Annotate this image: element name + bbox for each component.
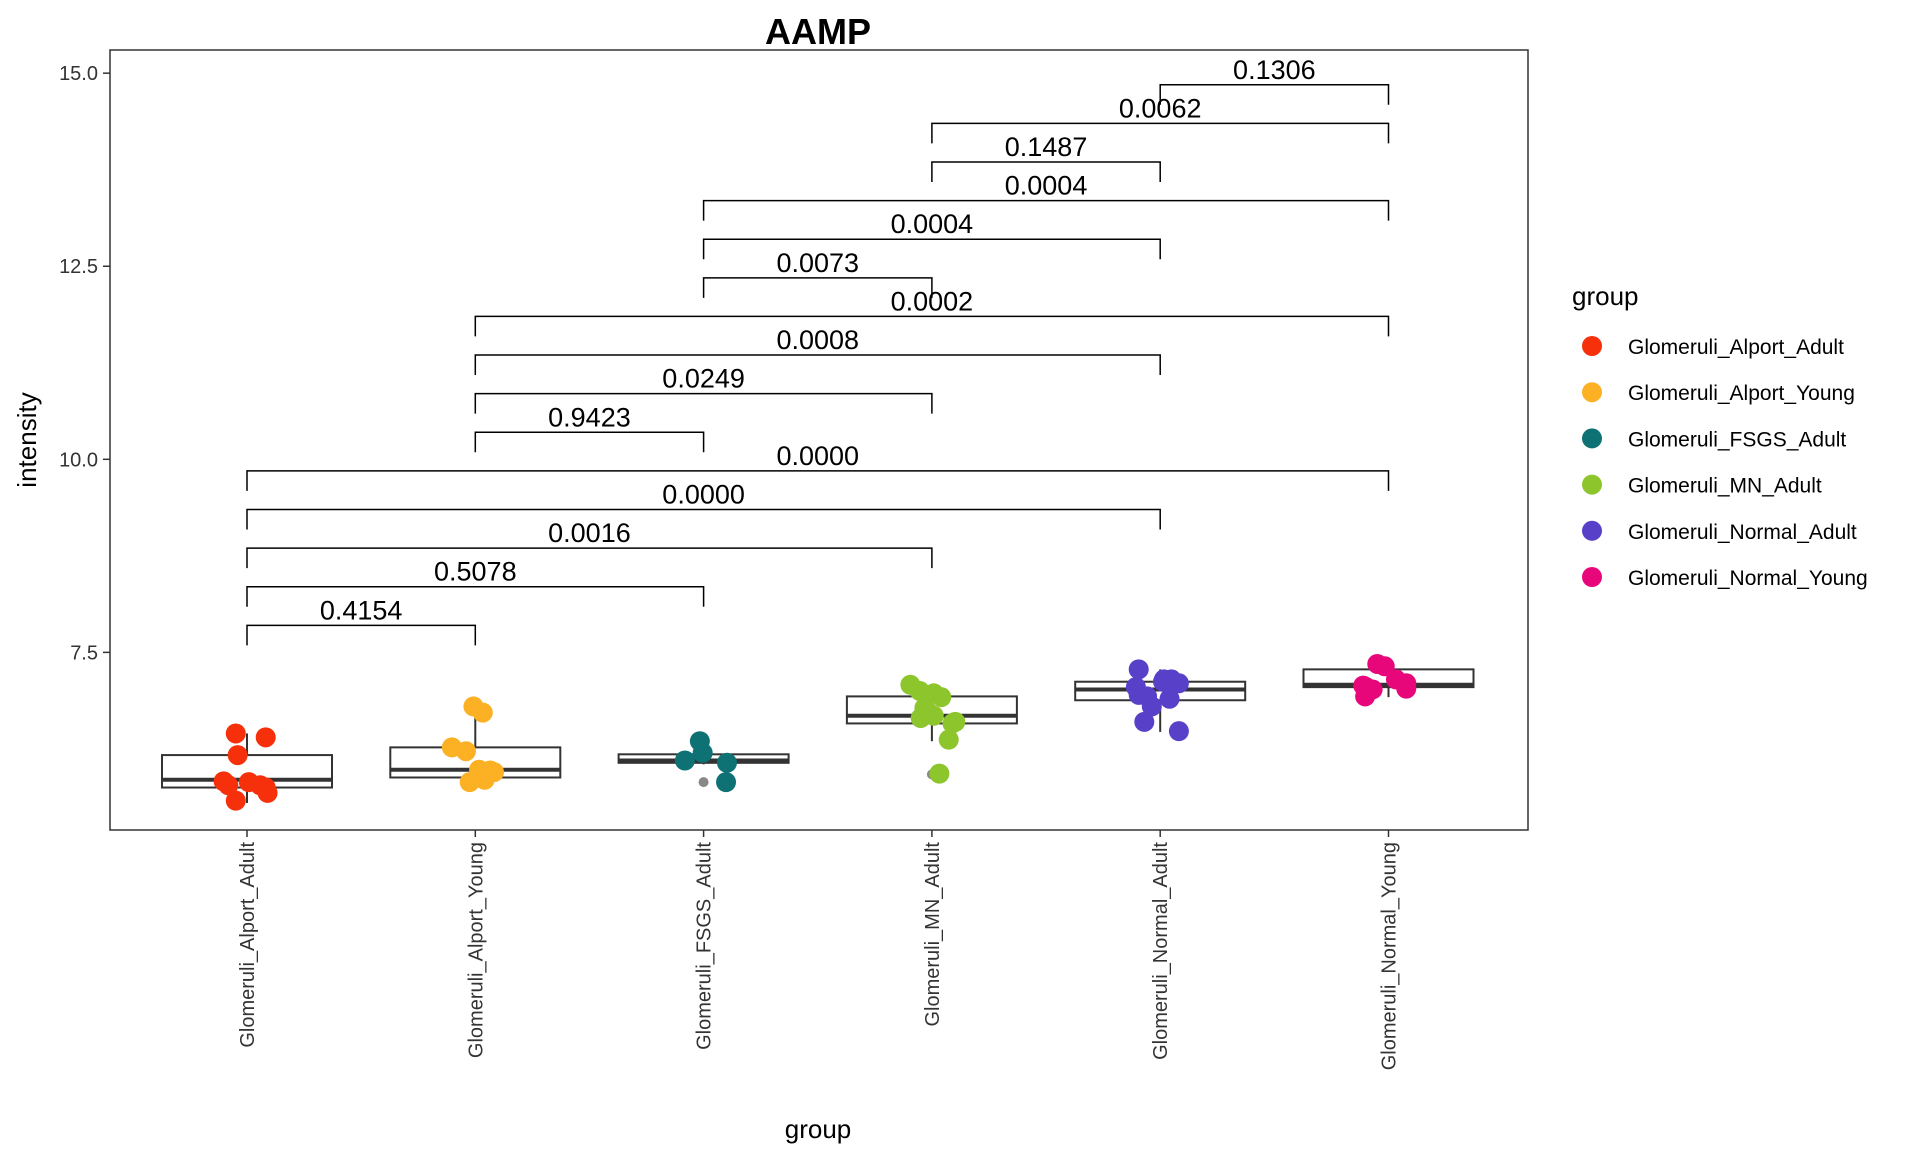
comparison-bracket bbox=[1159, 84, 1390, 105]
p-value-label: 0.0008 bbox=[776, 325, 859, 355]
legend-label: Glomeruli_Alport_Young bbox=[1628, 382, 1855, 405]
legend-key bbox=[1582, 520, 1602, 541]
data-point bbox=[1141, 696, 1162, 717]
y-tick-label: 7.5 bbox=[70, 642, 98, 664]
legend-key bbox=[1582, 567, 1602, 587]
p-value-label: 0.0004 bbox=[891, 209, 974, 239]
data-point bbox=[942, 713, 963, 734]
chart-title: AAMP bbox=[765, 11, 871, 52]
data-point bbox=[1168, 721, 1189, 742]
p-value-label: 0.0000 bbox=[662, 480, 745, 510]
data-point bbox=[218, 775, 239, 796]
comparison-bracket bbox=[246, 470, 1390, 491]
data-point bbox=[674, 750, 695, 771]
legend-label: Glomeruli_FSGS_Adult bbox=[1628, 428, 1846, 451]
comparison-bracket bbox=[474, 392, 933, 414]
data-point bbox=[225, 723, 246, 744]
legend-key bbox=[1582, 474, 1602, 495]
x-tick-label: Glomeruli_MN_Adult bbox=[922, 842, 944, 1027]
data-point bbox=[1134, 711, 1155, 732]
data-point bbox=[1159, 688, 1180, 709]
p-value-label: 0.9423 bbox=[548, 402, 631, 432]
data-point bbox=[227, 745, 248, 766]
data-point bbox=[474, 769, 495, 790]
comparison-bracket bbox=[931, 122, 1390, 144]
x-axis-title: group bbox=[785, 1114, 852, 1144]
legend-key bbox=[1582, 382, 1602, 403]
data-point bbox=[1128, 659, 1149, 680]
comparison-bracket bbox=[474, 431, 705, 453]
data-point bbox=[459, 772, 480, 793]
p-value-label: 0.1306 bbox=[1233, 55, 1316, 85]
x-tick-label: Glomeruli_Alport_Young bbox=[465, 842, 487, 1058]
comparison-bracket bbox=[246, 624, 477, 646]
comparison-bracket bbox=[246, 547, 933, 569]
data-point bbox=[1168, 673, 1189, 694]
data-point bbox=[910, 708, 931, 729]
y-axis: 7.5 10.0 12.5 15.0 bbox=[59, 63, 110, 664]
legend-key bbox=[1582, 428, 1602, 449]
data-point bbox=[716, 772, 737, 793]
y-tick-label: 12.5 bbox=[59, 256, 98, 278]
comparison-bracket bbox=[474, 354, 1161, 376]
comparison-bracket bbox=[931, 161, 1161, 182]
data-point bbox=[1153, 671, 1174, 692]
x-tick-label: Glomeruli_Alport_Adult bbox=[237, 842, 259, 1048]
data-point bbox=[1374, 656, 1395, 677]
data-point bbox=[255, 727, 276, 748]
p-value-label: 0.0249 bbox=[662, 364, 745, 394]
box-outlier bbox=[698, 777, 709, 788]
comparison-brackets: 0.4154 0.5078 0.0016 0.0000 0.0000 0.9423 0.02… bbox=[246, 55, 1390, 646]
legend-label: Glomeruli_Normal_Young bbox=[1628, 567, 1868, 590]
y-axis-title: intensity bbox=[12, 392, 42, 487]
data-point bbox=[225, 790, 246, 811]
x-tick-label: Glomeruli_FSGS_Adult bbox=[694, 842, 716, 1050]
y-tick-label: 10.0 bbox=[59, 449, 98, 471]
comparison-bracket bbox=[246, 508, 1161, 530]
y-tick-label: 15.0 bbox=[59, 63, 98, 85]
p-value-label: 0.4154 bbox=[320, 595, 403, 625]
legend-key bbox=[1582, 336, 1602, 356]
p-value-label: 0.0000 bbox=[776, 441, 859, 471]
data-point bbox=[455, 741, 476, 762]
legend-title: group bbox=[1572, 281, 1639, 311]
data-point bbox=[472, 702, 493, 723]
data-points bbox=[213, 653, 1417, 811]
p-value-label: 0.1487 bbox=[1005, 132, 1088, 162]
p-value-label: 0.0004 bbox=[1005, 171, 1088, 201]
data-point bbox=[1355, 686, 1376, 707]
x-tick-label: Glomeruli_Normal_Young bbox=[1379, 842, 1401, 1070]
comparison-bracket bbox=[702, 199, 1390, 221]
plot-panel bbox=[109, 49, 1529, 831]
comparison-bracket bbox=[702, 277, 933, 298]
p-value-label: 0.5078 bbox=[434, 557, 517, 587]
data-point bbox=[929, 763, 950, 784]
data-point bbox=[716, 752, 737, 773]
x-axis: Glomeruli_Alport_Adult Glomeruli_Alport_Y… bbox=[237, 830, 1401, 1070]
data-point bbox=[1396, 678, 1417, 699]
data-point bbox=[257, 782, 278, 803]
legend: group Glomeruli_Alport_Adult Glomeruli_Al… bbox=[1572, 281, 1868, 590]
p-value-label: 0.0073 bbox=[776, 248, 859, 278]
x-tick-label: Glomeruli_Normal_Adult bbox=[1150, 842, 1172, 1060]
comparison-bracket bbox=[474, 315, 1390, 337]
legend-label: Glomeruli_Alport_Adult bbox=[1628, 336, 1844, 359]
comparison-bracket bbox=[702, 238, 1161, 260]
legend-label: Glomeruli_MN_Adult bbox=[1628, 475, 1822, 498]
data-point bbox=[692, 742, 713, 763]
comparison-bracket bbox=[246, 585, 705, 607]
data-point bbox=[938, 729, 959, 750]
p-value-label: 0.0016 bbox=[548, 518, 631, 548]
legend-label: Glomeruli_Normal_Adult bbox=[1628, 521, 1857, 544]
data-point bbox=[931, 687, 952, 708]
